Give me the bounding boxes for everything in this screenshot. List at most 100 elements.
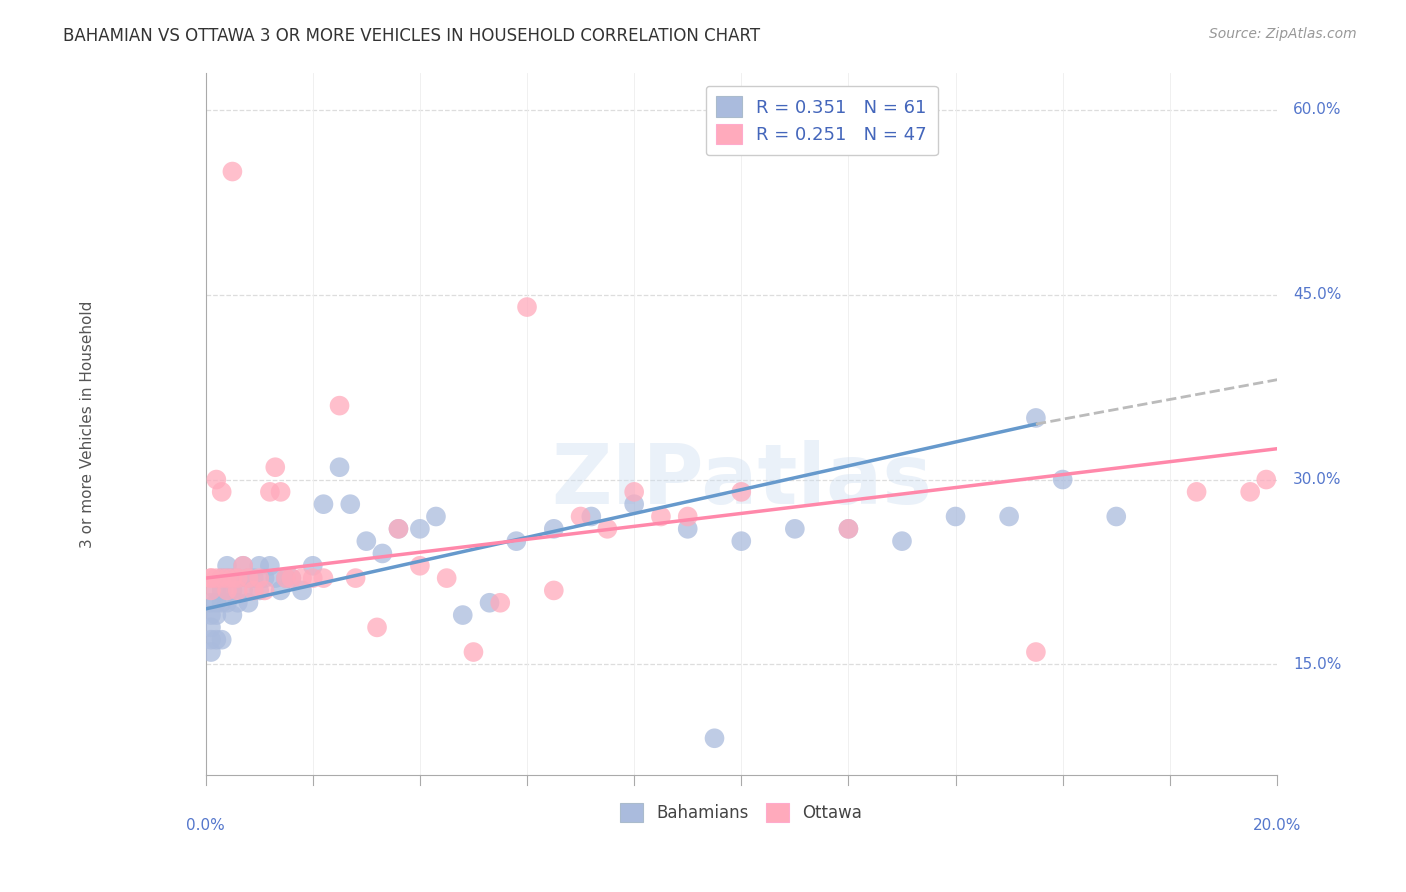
Point: [221, 571, 243, 585]
Point: [247, 558, 270, 573]
Point: [211, 632, 233, 647]
Point: [215, 571, 238, 585]
Point: [516, 300, 538, 314]
Point: [270, 583, 292, 598]
Point: [274, 571, 297, 585]
Point: [211, 571, 233, 585]
Point: [221, 164, 243, 178]
Point: [425, 509, 447, 524]
Point: [226, 571, 249, 585]
Point: [226, 571, 249, 585]
Point: [200, 620, 222, 634]
Point: [211, 596, 233, 610]
Point: [436, 571, 458, 585]
Point: [366, 620, 388, 634]
Point: [676, 509, 699, 524]
Point: [215, 596, 238, 610]
Point: [478, 596, 501, 610]
Point: [1105, 509, 1128, 524]
Point: [200, 596, 222, 610]
Point: [243, 571, 266, 585]
Point: [232, 583, 254, 598]
Point: [676, 522, 699, 536]
Point: [205, 473, 228, 487]
Point: [291, 571, 314, 585]
Point: [505, 534, 527, 549]
Point: [238, 571, 260, 585]
Point: [221, 583, 243, 598]
Point: [247, 583, 270, 598]
Point: [200, 608, 222, 623]
Point: [221, 571, 243, 585]
Point: [301, 558, 323, 573]
Text: 15.0%: 15.0%: [1294, 657, 1341, 672]
Point: [211, 583, 233, 598]
Point: [280, 571, 302, 585]
Point: [238, 596, 260, 610]
Point: [226, 596, 249, 610]
Point: [200, 571, 222, 585]
Point: [247, 571, 270, 585]
Point: [232, 558, 254, 573]
Point: [264, 571, 287, 585]
Text: 45.0%: 45.0%: [1294, 287, 1341, 302]
Point: [581, 509, 603, 524]
Point: [463, 645, 485, 659]
Point: [623, 484, 645, 499]
Point: [232, 558, 254, 573]
Point: [387, 522, 409, 536]
Point: [837, 522, 859, 536]
Point: [371, 546, 394, 560]
Point: [280, 571, 302, 585]
Point: [409, 558, 432, 573]
Point: [205, 583, 228, 598]
Point: [703, 731, 725, 746]
Point: [623, 497, 645, 511]
Point: [205, 608, 228, 623]
Point: [328, 460, 350, 475]
Point: [1052, 473, 1074, 487]
Point: [945, 509, 967, 524]
Text: Source: ZipAtlas.com: Source: ZipAtlas.com: [1209, 27, 1357, 41]
Point: [356, 534, 378, 549]
Point: [328, 399, 350, 413]
Point: [489, 596, 512, 610]
Point: [200, 583, 222, 598]
Point: [205, 632, 228, 647]
Point: [200, 645, 222, 659]
Point: [783, 522, 806, 536]
Point: [211, 571, 233, 585]
Point: [200, 571, 222, 585]
Point: [226, 583, 249, 598]
Point: [205, 571, 228, 585]
Point: [543, 522, 565, 536]
Point: [270, 484, 292, 499]
Point: [1256, 473, 1278, 487]
Point: [339, 497, 361, 511]
Point: [1025, 411, 1047, 425]
Point: [387, 522, 409, 536]
Legend: Bahamians, Ottawa: Bahamians, Ottawa: [612, 794, 870, 830]
Point: [221, 608, 243, 623]
Point: [409, 522, 432, 536]
Point: [291, 583, 314, 598]
Point: [451, 608, 474, 623]
Point: [264, 460, 287, 475]
Point: [891, 534, 914, 549]
Point: [253, 571, 276, 585]
Point: [238, 571, 260, 585]
Point: [274, 571, 297, 585]
Point: [301, 571, 323, 585]
Point: [344, 571, 367, 585]
Text: 60.0%: 60.0%: [1294, 103, 1341, 118]
Point: [730, 484, 752, 499]
Point: [215, 558, 238, 573]
Point: [259, 484, 281, 499]
Point: [998, 509, 1021, 524]
Point: [1239, 484, 1261, 499]
Point: [730, 534, 752, 549]
Text: 20.0%: 20.0%: [1253, 818, 1301, 833]
Point: [211, 484, 233, 499]
Point: [650, 509, 672, 524]
Text: 0.0%: 0.0%: [186, 818, 225, 833]
